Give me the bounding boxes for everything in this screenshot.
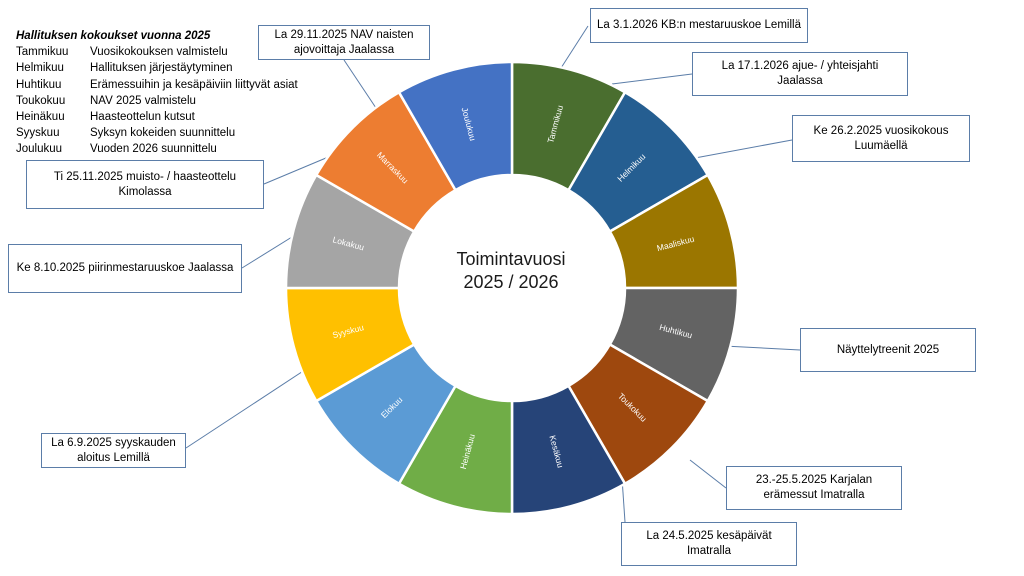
legend-month: Syyskuu [16,127,60,140]
callout-may-summer-days: La 24.5.2025 kesäpäivät Imatralla [621,522,797,566]
board-meetings-legend: Hallituksen kokoukset vuonna 2025 Tammik… [16,28,298,158]
month-segment [397,60,514,192]
center-title-line1: Toimintavuosi [456,249,566,269]
callout-feb-annual-meeting: Ke 26.2.2025 vuosikokous Luumäellä [792,115,970,162]
callout-may-fair: 23.-25.5.2025 Karjalan erämessut Imatral… [726,466,902,510]
legend-text: Vuosikokouksen valmistelu [90,46,228,59]
legend-text: Syksyn kokeiden suunnittelu [90,127,236,140]
wheel-center-title: Toimintavuosi 2025 / 2026 [411,248,611,294]
callout-connector [185,359,321,449]
legend-row: Helmikuu Hallituksen järjestäytyminen [16,60,298,76]
legend-month: Tammikuu [16,46,69,59]
callout-jan-kb-test: La 3.1.2026 KB:n mestaruuskoe Lemillä [590,8,808,43]
callout-connector [723,345,801,351]
legend-row: Heinäkuu Haasteottelun kutsut [16,109,298,125]
callout-connector [343,59,377,109]
legend-month: Heinäkuu [16,111,65,124]
callout-nov-nav-women: La 29.11.2025 NAV naisten ajovoittaja Ja… [258,25,430,60]
callout-connectors [185,25,801,523]
legend-row: Syyskuu Syksyn kokeiden suunnittelu [16,125,298,141]
legend-row: Joulukuu Vuoden 2026 suunnittelu [16,141,298,157]
legend-month: Toukokuu [16,94,66,107]
callout-sep-season-start: La 6.9.2025 syyskauden aloitus Lemillä [41,433,186,468]
legend-row: Toukokuu NAV 2025 valmistelu [16,93,298,109]
legend-text: Erämessuihin ja kesäpäiviin liittyvät as… [90,78,298,91]
legend-month: Huhtikuu [16,78,62,91]
legend-text: Hallituksen järjestäytyminen [90,62,233,75]
legend-text: NAV 2025 valmistelu [90,94,196,107]
center-title-line2: 2025 / 2026 [463,272,559,292]
callout-connector [694,139,793,159]
legend-text: Vuoden 2026 suunnittelu [90,143,217,156]
callout-connector [689,459,727,489]
month-segments: TammikuuHelmikuuMaaliskuuHuhtikuuToukoku… [284,60,740,516]
legend-title: Hallituksen kokoukset vuonna 2025 [16,30,211,42]
legend-row: Tammikuu Vuosikokouksen valmistelu [16,44,298,60]
legend-month: Helmikuu [16,62,64,75]
legend-text: Haasteottelun kutsut [90,111,195,124]
callout-connector [560,25,589,69]
callout-jan-hunt: La 17.1.2026 ajue- / yhteisjahti Jaalass… [692,52,908,96]
legend-row: Huhtikuu Erämessuihin ja kesäpäiviin liit… [16,77,298,93]
callout-connector [611,73,693,85]
callout-apr-show-training: Näyttelytreenit 2025 [800,328,976,372]
legend-month: Joulukuu [16,143,63,156]
callout-nov-memorial-match: Ti 25.11.2025 muisto- / haasteottelu Kim… [26,160,264,209]
callout-oct-district-test: Ke 8.10.2025 piirinmestaruuskoe Jaalassa [8,244,242,293]
